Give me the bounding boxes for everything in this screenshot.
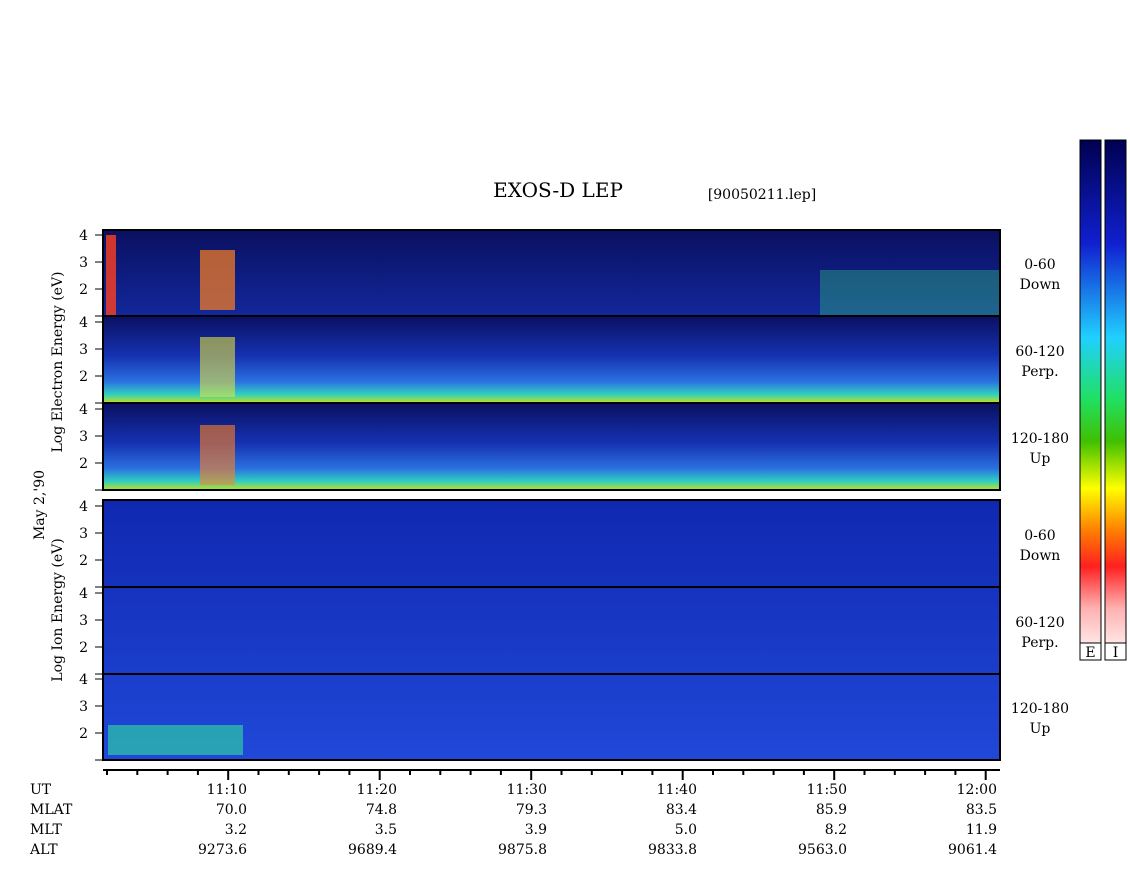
ephemeris-value: 11.9 [966, 822, 997, 838]
ephemeris-value: 79.3 [516, 802, 547, 818]
ephemeris-value: 85.9 [816, 802, 847, 818]
ephemeris-value: 5.0 [675, 822, 697, 838]
ephemeris-value: 9875.8 [498, 842, 547, 858]
ephemeris-label: MLT [30, 822, 62, 838]
energy-tick-label: 4 [79, 586, 88, 602]
ephemeris-value: 11:50 [807, 782, 847, 798]
energy-tick-label: 4 [79, 228, 88, 244]
ephemeris-value: 3.9 [525, 822, 547, 838]
ephemeris-value: 11:20 [357, 782, 397, 798]
ephemeris-label: UT [30, 782, 52, 798]
colorbar-label: E [1085, 645, 1095, 661]
direction-label: Down [1020, 548, 1061, 564]
ephemeris-value: 11:10 [207, 782, 247, 798]
ephemeris-value: 8.2 [825, 822, 847, 838]
ephemeris-value: 11:30 [507, 782, 547, 798]
spectrogram-textures [103, 230, 1000, 760]
pitch-angle-label: 60-120 [1015, 615, 1064, 631]
ephemeris-value: 3.2 [225, 822, 247, 838]
ephemeris-value: 9689.4 [348, 842, 397, 858]
ephemeris-value: 9273.6 [198, 842, 247, 858]
pitch-angle-label: 120-180 [1011, 431, 1069, 447]
ephemeris-value: 11:40 [657, 782, 697, 798]
energy-tick-label: 3 [79, 526, 88, 542]
ephemeris-value: 3.5 [375, 822, 397, 838]
pitch-angle-label: 0-60 [1024, 257, 1055, 273]
energy-tick-label: 4 [79, 499, 88, 515]
energy-tick-label: 4 [79, 315, 88, 331]
energy-tick-label: 2 [79, 282, 88, 298]
electron-axis-label: Log Electron Energy (eV) [50, 271, 66, 452]
direction-label: Up [1030, 721, 1051, 737]
energy-tick-label: 4 [79, 402, 88, 418]
ion-axis-label: Log Ion Energy (eV) [50, 538, 66, 681]
pitch-angle-label: 120-180 [1011, 701, 1069, 717]
ephemeris-value: 70.0 [216, 802, 247, 818]
date-label: May 2,'90 [32, 470, 48, 540]
energy-tick-label: 3 [79, 255, 88, 271]
ephemeris-value: 9563.0 [798, 842, 847, 858]
direction-label: Down [1020, 277, 1061, 293]
panel-frames [102, 229, 1001, 761]
energy-tick-label: 3 [79, 342, 88, 358]
title: EXOS-D LEP [493, 178, 623, 202]
direction-label: Perp. [1021, 635, 1058, 651]
energy-tick-label: 3 [79, 429, 88, 445]
pitch-angle-label: 0-60 [1024, 528, 1055, 544]
energy-tick-label: 2 [79, 726, 88, 742]
ephemeris-value: 83.4 [666, 802, 697, 818]
ephemeris-value: 12:00 [957, 782, 997, 798]
energy-tick-label: 2 [79, 369, 88, 385]
colorbar-label: I [1113, 645, 1119, 661]
direction-label: Perp. [1021, 364, 1058, 380]
ephemeris-value: 9833.8 [648, 842, 697, 858]
pitch-angle-label: 60-120 [1015, 344, 1064, 360]
energy-tick-label: 3 [79, 613, 88, 629]
colorbars [1079, 139, 1127, 661]
file-name: [90050211.lep] [708, 187, 816, 203]
ephemeris-value: 83.5 [966, 802, 997, 818]
ephemeris-label: ALT [29, 842, 58, 858]
ephemeris-value: 9061.4 [948, 842, 997, 858]
energy-tick-label: 2 [79, 456, 88, 472]
direction-label: Up [1030, 451, 1051, 467]
energy-tick-label: 2 [79, 640, 88, 656]
ephemeris-value: 74.8 [366, 802, 397, 818]
ephemeris-label: MLAT [30, 802, 73, 818]
energy-tick-label: 4 [79, 672, 88, 688]
energy-tick-label: 2 [79, 553, 88, 569]
energy-tick-label: 3 [79, 699, 88, 715]
